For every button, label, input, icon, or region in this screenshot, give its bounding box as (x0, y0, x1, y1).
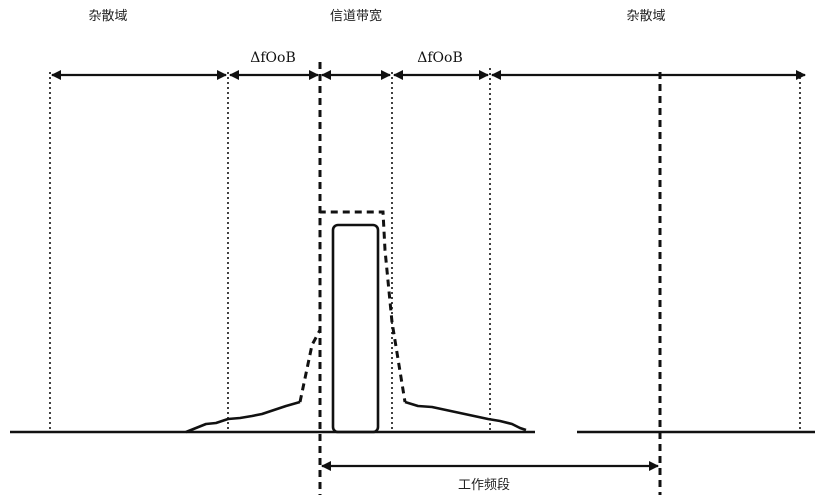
oob-emission-left (185, 400, 301, 434)
channel-signal (331, 223, 380, 434)
label-oob-left: ΔfOoB (250, 50, 296, 66)
label-channel-bandwidth: 信道带宽 (330, 8, 382, 24)
label-working-band: 工作频段 (458, 478, 510, 493)
emission-mask-envelope (298, 210, 407, 403)
label-spurious-right: 杂散域 (626, 9, 665, 24)
label-spurious-left: 杂散域 (88, 9, 127, 24)
oob-emission-right (404, 400, 527, 432)
label-oob-right: ΔfOoB (417, 50, 463, 66)
